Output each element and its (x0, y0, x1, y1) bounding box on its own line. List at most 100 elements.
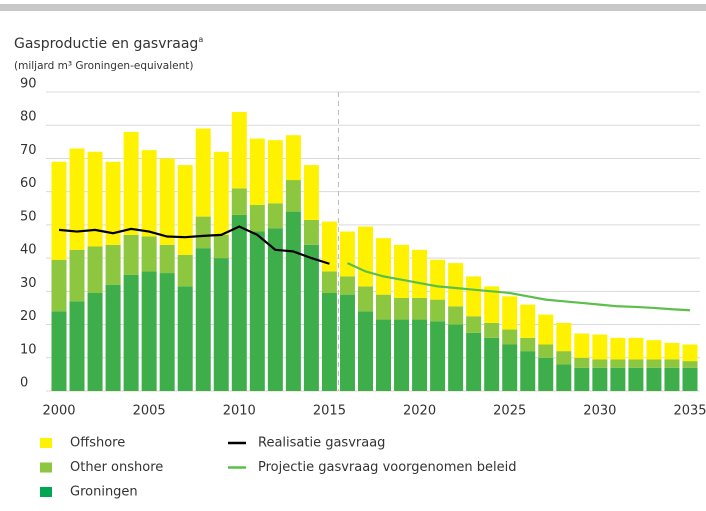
y-tick-label: 40 (20, 243, 37, 258)
bar-segment (105, 161, 121, 245)
bar-segment (213, 258, 229, 391)
bar-segment (646, 367, 662, 391)
y-tick-label: 20 (20, 309, 37, 324)
x-tick-label: 2010 (223, 404, 256, 419)
bar-segment (51, 311, 67, 391)
title-note: a (198, 35, 203, 44)
bar-segment (267, 140, 283, 204)
bar-segment (195, 128, 211, 217)
bar-segment (592, 359, 608, 368)
bar-segment (430, 299, 446, 322)
y-tick-label: 80 (20, 110, 37, 125)
y-tick-label: 70 (20, 143, 37, 158)
bar-segment (376, 238, 392, 295)
y-tick-label: 60 (20, 176, 37, 191)
line (58, 225, 330, 265)
bar-segment (123, 274, 139, 391)
x-tick-label: 2020 (403, 404, 436, 419)
bar-segment (267, 228, 283, 391)
bar-segment (394, 244, 410, 298)
bar-segment (195, 216, 211, 249)
bar-segment (123, 234, 139, 275)
bar-segment (484, 286, 500, 323)
bar-segment (574, 367, 590, 391)
x-tick-label: 2025 (493, 404, 526, 419)
legend-label: Projectie gasvraag voorgenomen beleid (258, 460, 516, 475)
bar-segment (357, 286, 373, 312)
chart-subtitle: (miljard m³ Groningen-equivalent) (14, 60, 193, 72)
legend-label: Other onshore (70, 460, 163, 475)
bar-segment (123, 131, 139, 235)
title-text: Gasproductie en gasvraag (14, 36, 198, 52)
bar-segment (177, 165, 193, 255)
bar-segment (177, 254, 193, 287)
bar-segment (159, 158, 175, 245)
bar-segment (339, 231, 355, 277)
bar-segment (69, 148, 85, 250)
x-tick-label: 2000 (42, 404, 75, 419)
bar-segment (267, 203, 283, 229)
bar-segment (105, 284, 121, 391)
bar-segment (466, 332, 482, 391)
bar-segment (430, 259, 446, 300)
bar-segment (484, 337, 500, 391)
bar-segment (520, 351, 536, 391)
bar-segment (520, 337, 536, 352)
y-tick-label: 10 (20, 342, 37, 357)
bar-segment (321, 221, 337, 272)
bar-segment (321, 271, 337, 293)
bar-segment (484, 322, 500, 338)
bar-segment (430, 321, 446, 391)
bar-segment (213, 234, 229, 259)
line (346, 262, 691, 312)
x-tick-label: 2015 (313, 404, 346, 419)
legend-label: Offshore (70, 436, 125, 451)
legend-swatch (40, 462, 52, 473)
y-tick-label: 0 (20, 376, 28, 391)
bar-segment (339, 276, 355, 295)
bar-segment (357, 226, 373, 287)
bar-segment (592, 334, 608, 360)
bar-segment (231, 188, 247, 215)
chart-title: Gasproductie en gasvraaga (14, 35, 203, 53)
bar-segment (466, 276, 482, 317)
bar-segment (141, 271, 157, 391)
bar-segment (610, 367, 626, 391)
bar-segment (213, 151, 229, 235)
bar-segment (628, 337, 644, 360)
bar-segment (231, 111, 247, 189)
bar-segment (646, 359, 662, 368)
top-band (0, 4, 706, 11)
y-tick-label: 30 (20, 276, 37, 291)
bar-segment (592, 367, 608, 391)
bar-segment (448, 263, 464, 307)
bar-segment (249, 204, 265, 232)
bar-segment (502, 296, 518, 330)
bar-segment (628, 359, 644, 368)
bar-segment (556, 351, 572, 365)
bar-segment (664, 359, 680, 368)
bar-segment (87, 292, 103, 391)
bar-segment (195, 248, 211, 391)
bar-segment (159, 273, 175, 391)
bar-segment (628, 367, 644, 391)
bar-segment (682, 367, 698, 391)
bar-segment (339, 294, 355, 391)
bar-segment (574, 357, 590, 368)
bar-segment (249, 231, 265, 391)
legend-swatch (40, 438, 52, 448)
bar-segment (574, 333, 590, 358)
bar-segment (303, 244, 319, 391)
bar-segment (412, 319, 428, 391)
bar-segment (141, 236, 157, 272)
bar-segment (664, 367, 680, 391)
bar-segment (285, 211, 301, 391)
bar-segment (556, 364, 572, 391)
bar-segment (412, 249, 428, 298)
bar-segment (285, 180, 301, 212)
bar-segment (682, 344, 698, 362)
bar-segment (105, 244, 121, 285)
bar-segment (159, 244, 175, 274)
y-tick-label: 50 (20, 209, 37, 224)
bar-segment (177, 286, 193, 391)
